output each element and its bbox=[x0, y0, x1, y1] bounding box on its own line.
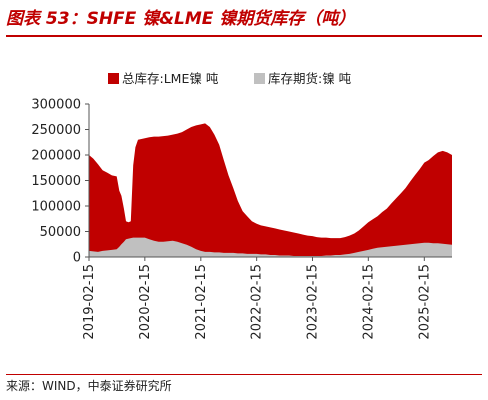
y-tick-label-0: 0 bbox=[73, 251, 81, 266]
y-tick-label-200000: 200000 bbox=[31, 149, 81, 164]
legend-swatch-shfe bbox=[254, 73, 265, 84]
y-tick-label-150000: 150000 bbox=[31, 174, 81, 189]
x-tick-label-2019-02-15: 2019-02-15 bbox=[82, 264, 97, 340]
area-shfe-inventory bbox=[89, 237, 452, 257]
area-total-inventory bbox=[89, 123, 452, 258]
x-tick-label-2020-02-15: 2020-02-15 bbox=[138, 264, 153, 340]
y-tick-label-100000: 100000 bbox=[31, 200, 81, 215]
x-tick-label-2021-02-15: 2021-02-15 bbox=[194, 264, 209, 340]
x-tick-label-2022-02-15: 2022-02-15 bbox=[250, 264, 265, 340]
legend-swatch-total bbox=[108, 73, 119, 84]
source-divider bbox=[6, 374, 482, 375]
x-tick-label-2023-02-15: 2023-02-15 bbox=[305, 264, 320, 340]
chart-canvas: 0 50000 100000 150000 200000 250000 300000 2019… bbox=[31, 98, 452, 340]
legend-item-shfe: 库存期货:镍 吨 bbox=[254, 70, 351, 88]
x-tick-label-2024-02-15: 2024-02-15 bbox=[361, 264, 376, 340]
chart-legend: 总库存:LME镍 吨 库存期货:镍 吨 bbox=[0, 70, 488, 88]
x-tick-label-2025-02-15: 2025-02-15 bbox=[417, 264, 432, 340]
source-note: 来源：WIND，中泰证券研究所 bbox=[6, 379, 172, 393]
figure-title: 图表 53：SHFE 镍&LME 镍期货库存（吨） bbox=[6, 9, 356, 29]
legend-label-total: 总库存:LME镍 吨 bbox=[122, 71, 219, 86]
y-tick-label-250000: 250000 bbox=[31, 123, 81, 138]
y-tick-label-300000: 300000 bbox=[31, 98, 81, 113]
legend-item-total: 总库存:LME镍 吨 bbox=[108, 70, 218, 88]
y-tick-label-50000: 50000 bbox=[40, 225, 81, 240]
legend-label-shfe: 库存期货:镍 吨 bbox=[268, 71, 352, 86]
title-divider bbox=[6, 35, 482, 37]
